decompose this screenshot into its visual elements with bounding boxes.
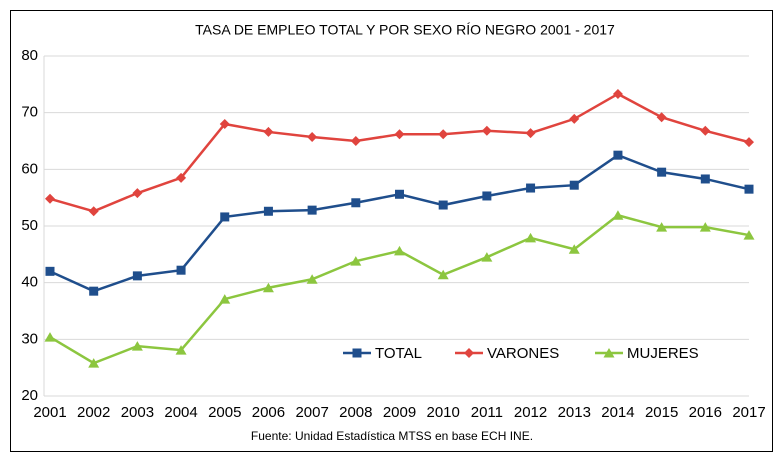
- data-point: [176, 172, 187, 183]
- data-point: [89, 286, 99, 296]
- x-tick-label: 2008: [339, 404, 372, 421]
- data-point: [656, 222, 668, 232]
- data-point: [700, 174, 710, 184]
- data-point: [44, 332, 56, 342]
- data-point: [263, 126, 274, 137]
- data-point: [569, 180, 579, 190]
- data-point: [88, 206, 99, 217]
- y-tick-label: 50: [21, 217, 38, 234]
- data-point: [699, 222, 711, 232]
- data-point: [743, 230, 755, 240]
- data-point: [262, 282, 274, 293]
- data-point: [175, 345, 187, 355]
- data-point: [45, 266, 55, 276]
- data-point: [351, 198, 361, 208]
- x-tick-label: 2016: [689, 404, 722, 421]
- legend-marker: [603, 348, 615, 358]
- y-tick-label: 30: [21, 330, 38, 347]
- data-point: [700, 125, 711, 136]
- chart-frame: [10, 10, 773, 452]
- data-point: [131, 341, 143, 351]
- data-point: [525, 232, 537, 243]
- x-tick-label: 2007: [295, 404, 328, 421]
- x-tick-label: 2010: [427, 404, 460, 421]
- data-point: [219, 119, 230, 129]
- source-note: Fuente: Unidad Estadística MTSS en base …: [251, 429, 533, 443]
- legend-label: MUJERES: [627, 345, 699, 362]
- x-tick-label: 2004: [164, 404, 197, 421]
- y-tick-label: 20: [21, 387, 38, 404]
- x-tick-label: 2012: [514, 404, 547, 421]
- data-point: [132, 188, 143, 199]
- y-tick-label: 80: [21, 47, 38, 64]
- data-point: [307, 205, 317, 215]
- data-point: [438, 200, 448, 210]
- y-tick-label: 40: [21, 274, 38, 291]
- data-point: [306, 274, 318, 284]
- x-tick-label: 2005: [208, 404, 241, 421]
- x-tick-label: 2002: [77, 404, 110, 421]
- x-tick-label: 2017: [732, 404, 765, 421]
- x-tick-label: 2013: [558, 404, 591, 421]
- data-point: [568, 244, 580, 254]
- x-tick-label: 2006: [252, 404, 285, 421]
- data-point: [612, 210, 624, 220]
- legend-marker: [352, 348, 362, 358]
- x-tick-label: 2001: [33, 404, 66, 421]
- data-point: [569, 113, 580, 124]
- data-point: [45, 193, 55, 204]
- data-point: [657, 167, 667, 177]
- data-point: [132, 271, 142, 281]
- data-point: [526, 183, 536, 193]
- data-point: [656, 112, 667, 123]
- data-point: [394, 129, 405, 140]
- data-point: [263, 206, 273, 216]
- data-point: [525, 128, 536, 139]
- legend-label: VARONES: [487, 345, 559, 362]
- x-tick-label: 2009: [383, 404, 416, 421]
- chart-title: TASA DE EMPLEO TOTAL Y POR SEXO RÍO NEGR…: [195, 22, 615, 38]
- data-point: [613, 150, 623, 160]
- data-point: [395, 189, 404, 199]
- data-point: [219, 294, 231, 304]
- data-point: [744, 184, 754, 194]
- data-point: [438, 129, 449, 140]
- data-point: [176, 265, 186, 275]
- data-point: [482, 191, 492, 201]
- data-point: [612, 88, 623, 99]
- data-point: [437, 269, 449, 280]
- data-point: [307, 132, 318, 143]
- y-tick-label: 70: [21, 104, 38, 121]
- x-tick-label: 2015: [645, 404, 678, 421]
- data-point: [350, 136, 361, 146]
- legend-marker: [464, 348, 474, 358]
- x-tick-label: 2011: [471, 404, 503, 421]
- data-point: [481, 125, 492, 136]
- x-tick-label: 2003: [121, 404, 154, 421]
- y-tick-label: 60: [21, 160, 38, 177]
- x-tick-label: 2014: [601, 404, 634, 421]
- data-point: [350, 256, 362, 266]
- data-point: [220, 212, 230, 222]
- data-point: [744, 137, 754, 148]
- data-point: [88, 358, 100, 368]
- data-point: [481, 252, 493, 262]
- legend-label: TOTAL: [375, 345, 422, 362]
- data-point: [394, 245, 405, 256]
